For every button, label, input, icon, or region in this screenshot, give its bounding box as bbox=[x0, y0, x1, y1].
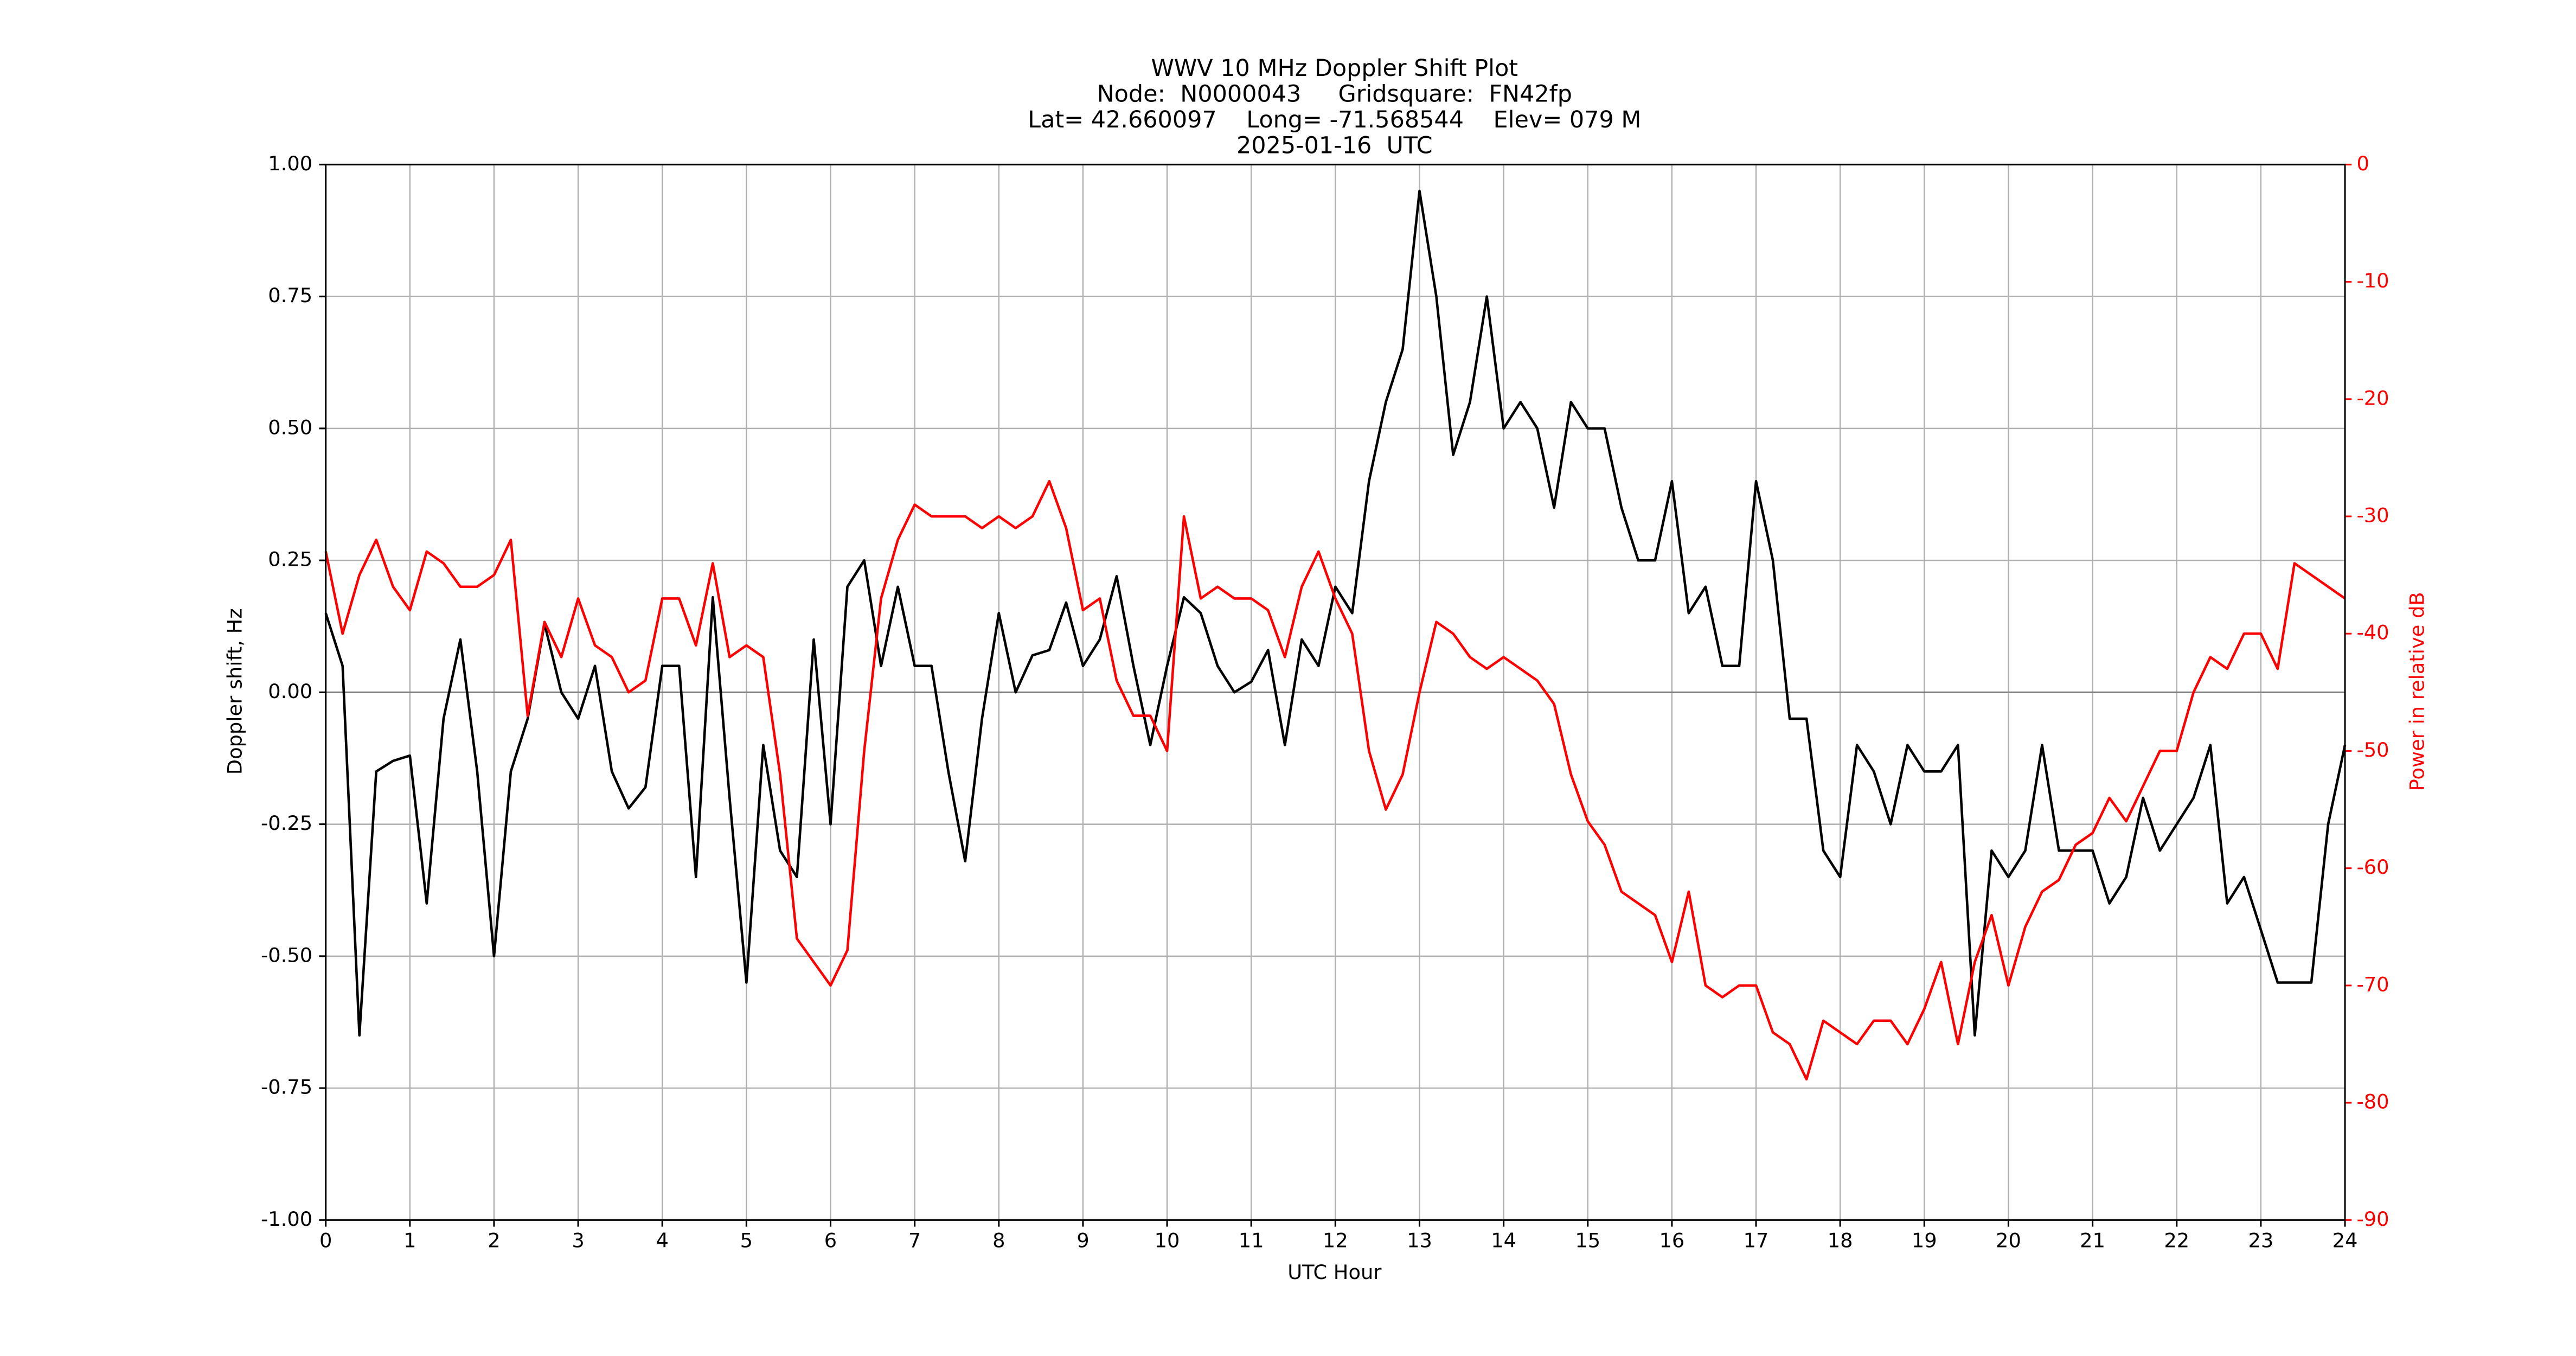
x-tick-label: 23 bbox=[2248, 1229, 2273, 1252]
x-tick-label: 15 bbox=[1575, 1229, 1600, 1252]
x-tick-label: 18 bbox=[1828, 1229, 1853, 1252]
x-tick-label: 9 bbox=[1076, 1229, 1089, 1252]
x-tick-label: 0 bbox=[319, 1229, 332, 1252]
y-axis-label: Doppler shift, Hz bbox=[223, 608, 247, 775]
x-tick-label: 21 bbox=[2080, 1229, 2105, 1252]
y-tick-label: -0.25 bbox=[261, 811, 312, 835]
x-tick-label: 3 bbox=[572, 1229, 584, 1252]
y2-tick-label: -70 bbox=[2356, 973, 2389, 996]
y-tick-label: 0.50 bbox=[268, 415, 312, 439]
y2-tick-label: -50 bbox=[2356, 738, 2389, 762]
y2-tick-label: -80 bbox=[2356, 1090, 2389, 1114]
y2-tick-label: -20 bbox=[2356, 386, 2389, 410]
x-tick-label: 10 bbox=[1155, 1229, 1180, 1252]
x-tick-label: 2 bbox=[488, 1229, 500, 1252]
x-tick-label: 5 bbox=[740, 1229, 753, 1252]
y-tick-label: -1.00 bbox=[261, 1207, 312, 1231]
x-tick-label: 24 bbox=[2333, 1229, 2358, 1252]
x-tick-label: 11 bbox=[1239, 1229, 1264, 1252]
series-line bbox=[324, 479, 2346, 1081]
series-line bbox=[324, 189, 2347, 1037]
chart-title: Node: N0000043 Gridsquare: FN42fp bbox=[1097, 81, 1572, 108]
y2-tick-label: -40 bbox=[2356, 621, 2389, 644]
x-tick-label: 4 bbox=[656, 1229, 669, 1252]
chart-title: Lat= 42.660097 Long= -71.568544 Elev= 07… bbox=[1028, 106, 1641, 133]
y2-tick-label: -90 bbox=[2356, 1207, 2389, 1231]
x-tick-label: 20 bbox=[1996, 1229, 2021, 1252]
y-tick-label: -0.75 bbox=[261, 1076, 312, 1099]
y2-tick-label: -10 bbox=[2356, 269, 2389, 292]
y2-tick-label: 0 bbox=[2356, 152, 2369, 175]
plot-frame bbox=[325, 163, 2346, 1221]
y-tick-label: 1.00 bbox=[268, 152, 312, 175]
x-tick-label: 19 bbox=[1912, 1229, 1937, 1252]
x-tick-label: 7 bbox=[908, 1229, 921, 1252]
x-tick-label: 8 bbox=[992, 1229, 1005, 1252]
x-tick-label: 12 bbox=[1323, 1229, 1348, 1252]
x-tick-label: 22 bbox=[2164, 1229, 2189, 1252]
x-tick-label: 6 bbox=[824, 1229, 837, 1252]
x-tick-label: 14 bbox=[1491, 1229, 1516, 1252]
y2-axis-label: Power in relative dB bbox=[2405, 592, 2428, 791]
y-tick-label: 0.25 bbox=[268, 548, 312, 571]
x-tick-label: 16 bbox=[1659, 1229, 1684, 1252]
y2-tick-label: -30 bbox=[2356, 504, 2389, 527]
y2-tick-label: -60 bbox=[2356, 855, 2389, 879]
chart-title: WWV 10 MHz Doppler Shift Plot bbox=[1151, 55, 1518, 82]
y-tick-label: 0.75 bbox=[268, 284, 312, 307]
x-axis-label: UTC Hour bbox=[1287, 1261, 1382, 1284]
x-tick-label: 1 bbox=[403, 1229, 416, 1252]
chart-title: 2025-01-16 UTC bbox=[1236, 132, 1433, 159]
y-tick-label: 0.00 bbox=[268, 680, 312, 703]
x-tick-label: 13 bbox=[1407, 1229, 1432, 1252]
y-tick-label: -0.50 bbox=[261, 943, 312, 967]
x-tick-label: 17 bbox=[1744, 1229, 1769, 1252]
